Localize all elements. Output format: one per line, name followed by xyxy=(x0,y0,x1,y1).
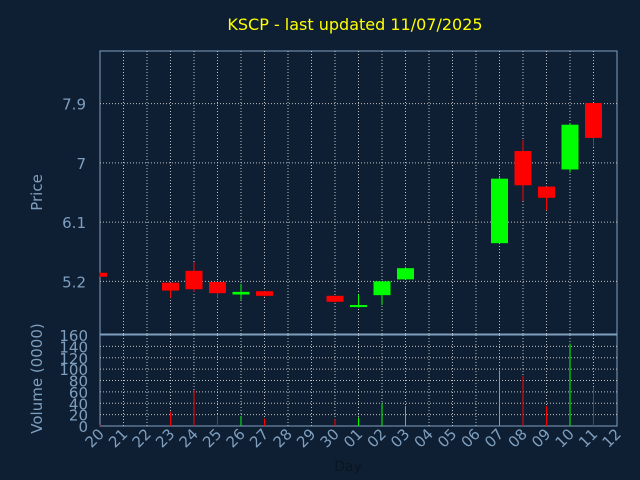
volume-bar xyxy=(334,419,336,426)
volume-bar xyxy=(264,418,265,426)
candlestick xyxy=(514,139,532,202)
candle-body xyxy=(256,291,273,296)
x-tick-label: 12 xyxy=(599,425,625,451)
candle-body xyxy=(232,291,250,295)
x-tick-label: 29 xyxy=(293,425,319,451)
volume-tick-label: 40 xyxy=(69,395,88,413)
candle-body xyxy=(162,282,179,291)
x-tick-label: 24 xyxy=(176,425,202,451)
candlesticks xyxy=(99,102,602,308)
candlestick xyxy=(350,294,367,308)
volume-tick-label: 80 xyxy=(69,373,88,391)
candle-body xyxy=(585,102,602,138)
candlestick xyxy=(326,295,344,303)
price-axis-label: Price xyxy=(28,174,46,211)
volume-bar xyxy=(405,406,406,426)
candle-body xyxy=(561,124,579,170)
price-tick-label: 5.2 xyxy=(62,273,86,291)
volume-tick-label: 0 xyxy=(78,418,88,436)
volume-tick-label: 160 xyxy=(59,327,88,345)
x-tick-label: 10 xyxy=(552,425,578,451)
candlestick xyxy=(491,176,508,244)
candle-body xyxy=(209,282,226,294)
volume-bars xyxy=(99,343,594,426)
x-tick-label: 28 xyxy=(270,425,296,451)
x-tick-label: 02 xyxy=(364,425,390,451)
volume-tick-label: 20 xyxy=(69,407,88,425)
x-tick-label: 11 xyxy=(575,425,601,451)
x-tick-label: 30 xyxy=(317,425,343,451)
x-tick-label: 07 xyxy=(481,425,507,451)
candlestick xyxy=(397,266,414,280)
candlestick xyxy=(232,283,250,300)
volume-grid xyxy=(100,335,617,426)
candlestick xyxy=(256,291,273,297)
candle-body xyxy=(350,305,367,308)
volume-axis-label: Volume (0000) xyxy=(28,323,46,433)
candlestick xyxy=(585,102,602,147)
chart-title: KSCP - last updated 11/07/2025 xyxy=(227,15,482,34)
volume-bar xyxy=(358,417,359,426)
volume-bar xyxy=(546,406,547,426)
x-tick-label: 01 xyxy=(340,425,366,451)
x-tick-label: 21 xyxy=(105,425,131,451)
x-axis-ticks: 2021222324252627282930010203040506070809… xyxy=(82,425,625,451)
volume-bar xyxy=(499,370,500,426)
candlestick xyxy=(373,281,391,306)
candlestick xyxy=(162,282,179,298)
volume-bar xyxy=(522,375,524,426)
price-grid xyxy=(100,51,617,334)
x-axis-label: Day xyxy=(334,459,362,475)
x-tick-label: 09 xyxy=(528,425,554,451)
x-tick-label: 08 xyxy=(505,425,531,451)
x-tick-label: 27 xyxy=(246,425,272,451)
candlestick xyxy=(561,123,579,173)
candle-body xyxy=(373,281,391,296)
candlestick xyxy=(99,272,107,277)
price-panel: 5.2 6.1 7 7.9 Price xyxy=(28,50,618,335)
volume-bar xyxy=(240,416,242,426)
x-tick-label: 26 xyxy=(223,425,249,451)
price-tick-label: 6.1 xyxy=(62,214,86,232)
volume-bar xyxy=(593,387,594,426)
volume-bar xyxy=(99,424,101,426)
candle-body xyxy=(100,272,107,277)
x-tick-label: 06 xyxy=(458,425,484,451)
volume-bar xyxy=(217,415,218,426)
price-y-ticks: 5.2 6.1 7 7.9 xyxy=(62,96,86,292)
volume-bar xyxy=(193,390,195,426)
candle-body xyxy=(326,295,344,302)
x-tick-label: 04 xyxy=(411,425,437,451)
volume-bar xyxy=(170,411,171,426)
x-tick-label: 25 xyxy=(199,425,225,451)
candle-body xyxy=(491,178,508,244)
x-tick-label: 03 xyxy=(387,425,413,451)
candle-body xyxy=(185,270,203,290)
candle-body xyxy=(397,268,414,280)
candle-body xyxy=(514,151,532,186)
volume-tick-label: 140 xyxy=(59,338,88,356)
candle-body xyxy=(538,186,555,198)
price-tick-label: 7 xyxy=(76,155,86,173)
volume-bar xyxy=(569,343,571,426)
volume-tick-label: 120 xyxy=(59,350,88,368)
candlestick xyxy=(538,186,555,211)
x-tick-label: 22 xyxy=(129,425,155,451)
candlestick xyxy=(209,282,226,298)
volume-bar xyxy=(381,403,383,426)
price-tick-label: 7.9 xyxy=(62,96,86,114)
volume-tick-label: 60 xyxy=(69,384,88,402)
candlestick xyxy=(185,262,203,292)
x-tick-label: 05 xyxy=(434,425,460,451)
volume-tick-label: 100 xyxy=(59,361,88,379)
x-tick-label: 23 xyxy=(152,425,178,451)
